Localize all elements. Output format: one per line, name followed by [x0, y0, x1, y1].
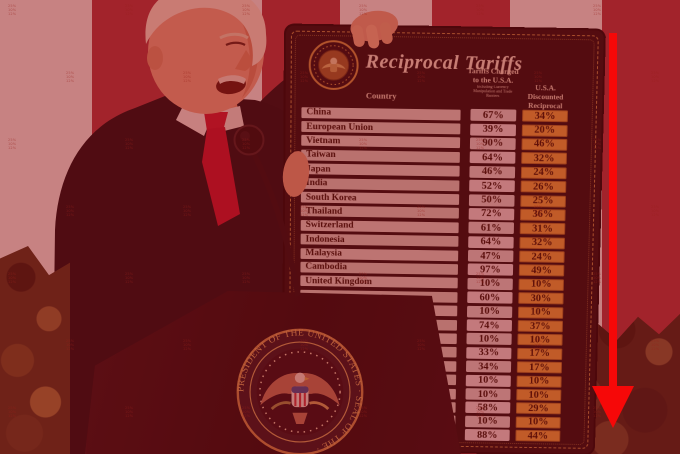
red-down-arrow-icon: [592, 386, 634, 428]
red-down-arrow-shaft: [609, 33, 617, 388]
